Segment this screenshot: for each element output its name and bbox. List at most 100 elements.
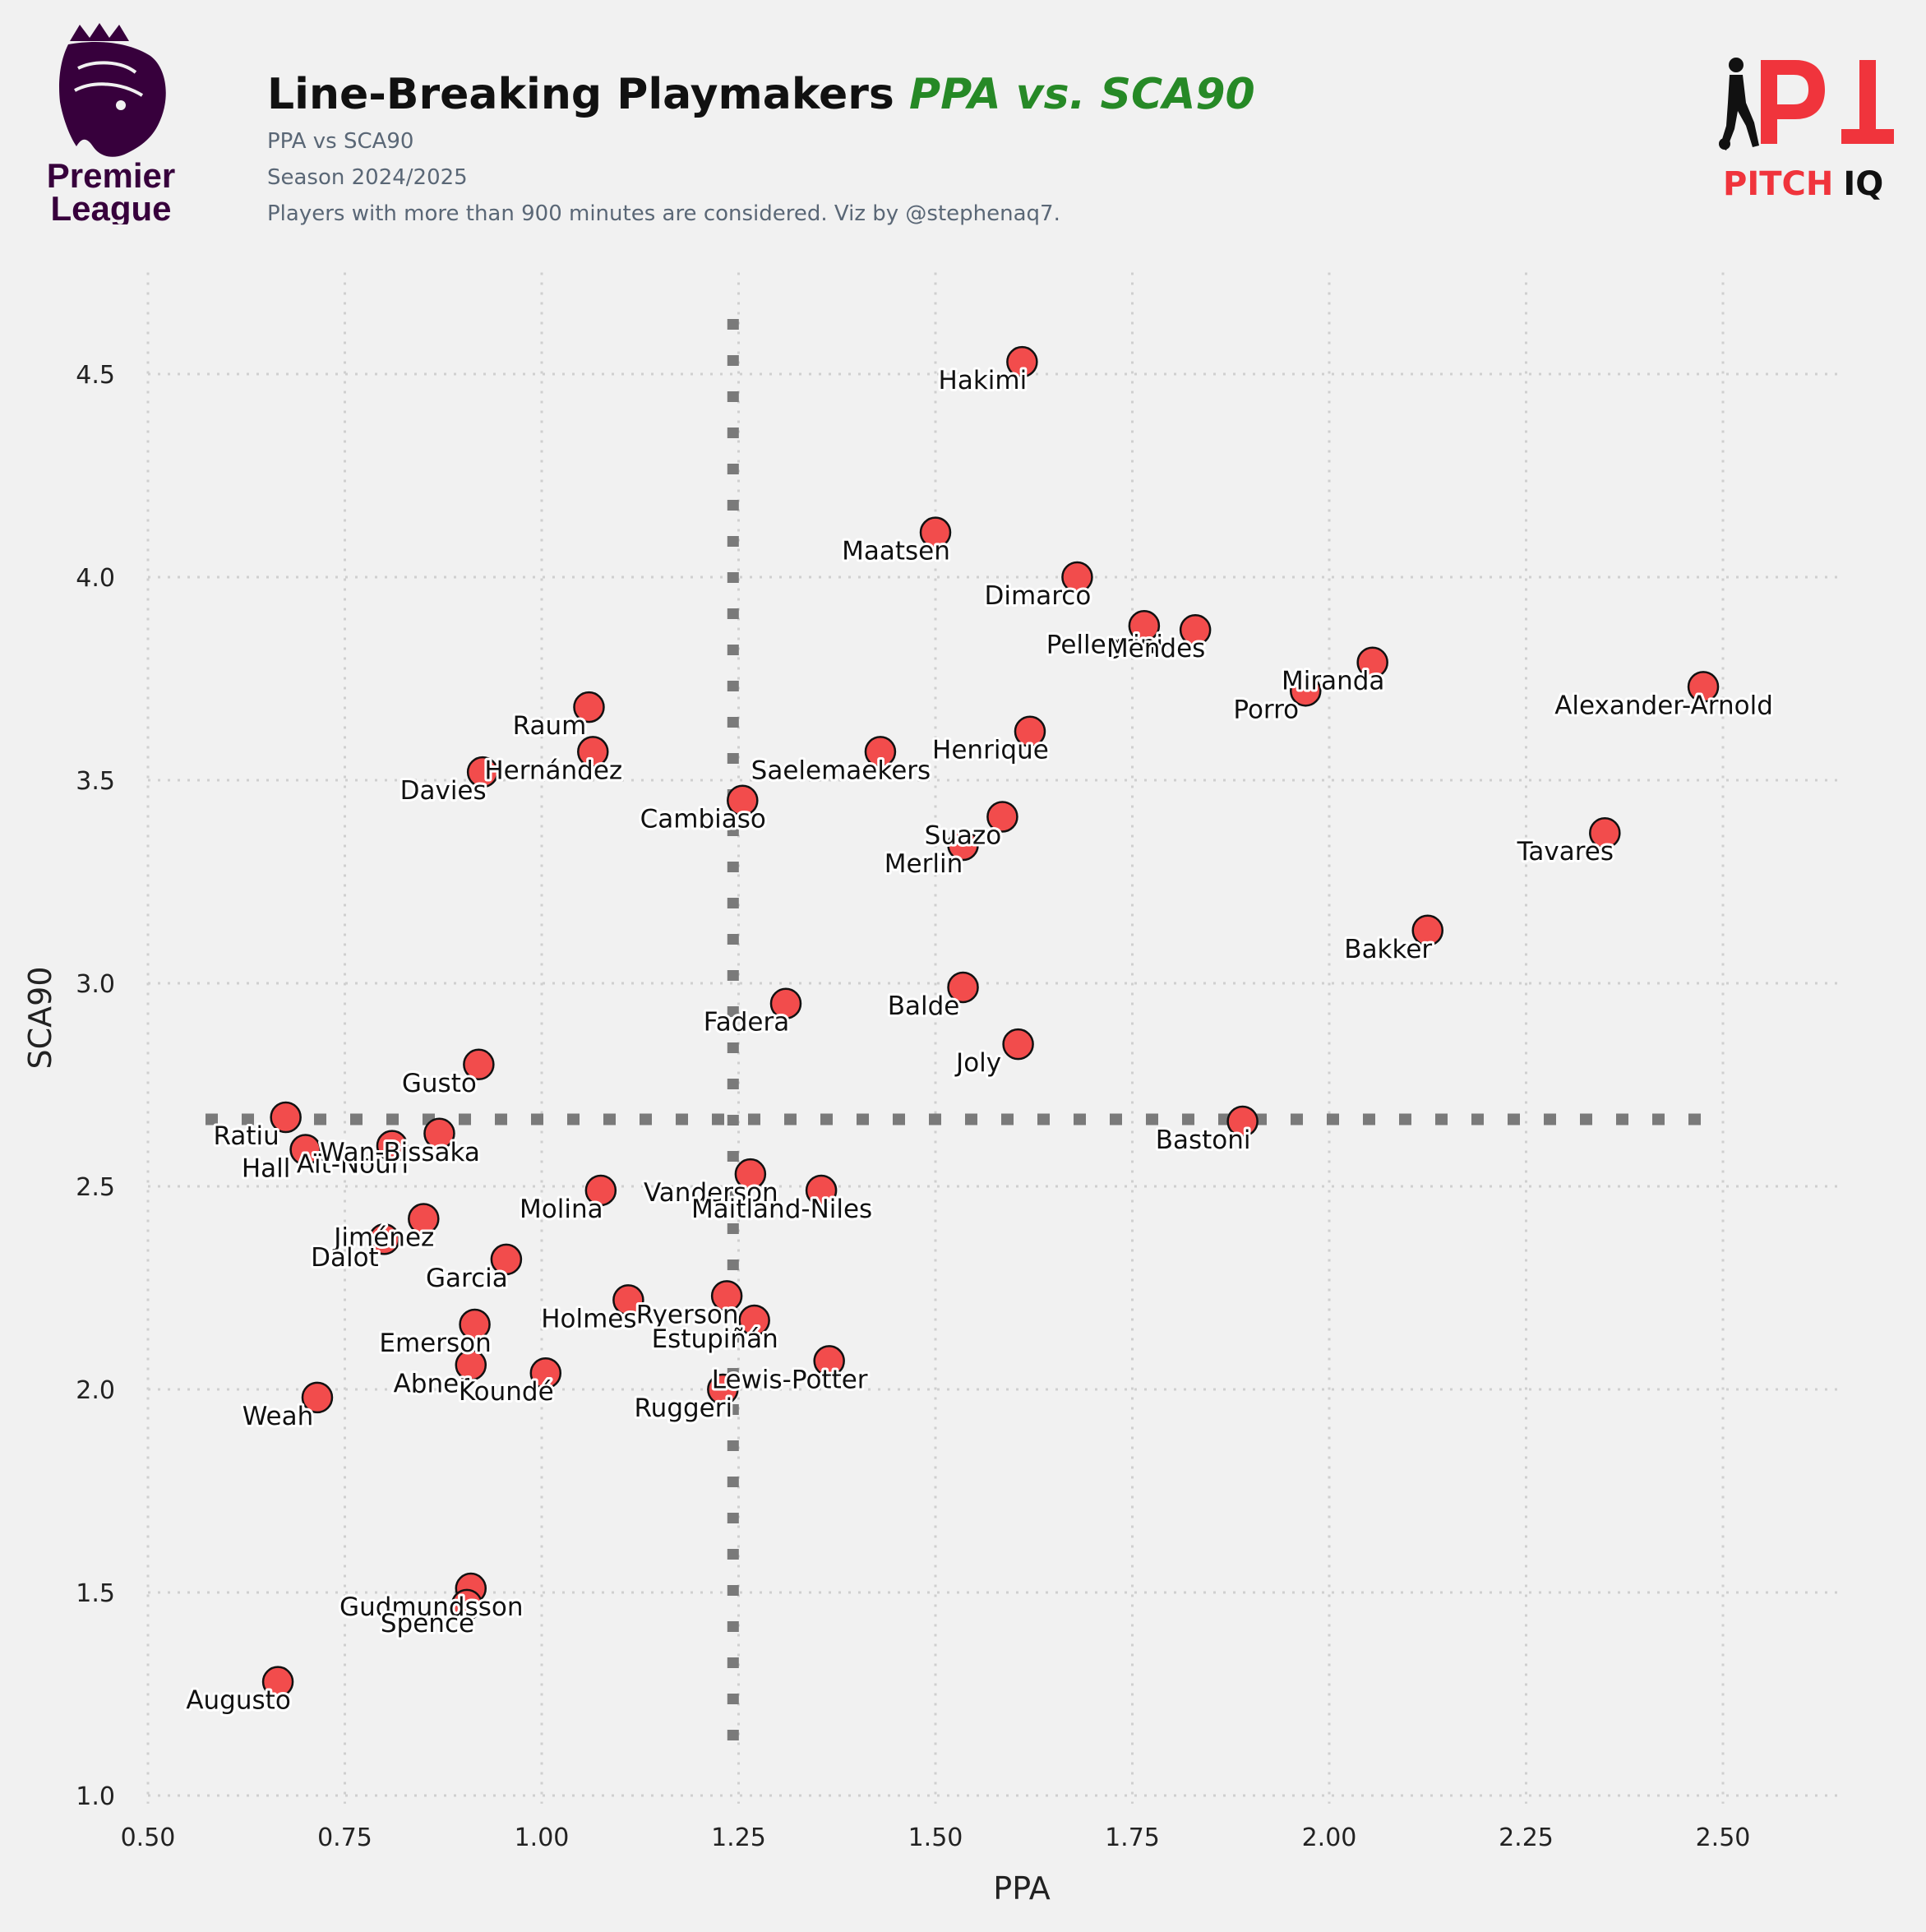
data-point — [463, 1048, 495, 1081]
point-label: Ruggeri — [635, 1394, 733, 1423]
data-point — [455, 1349, 487, 1381]
grid-lines — [146, 272, 1841, 1804]
point-label: Maitland-Niles — [691, 1195, 872, 1224]
y-tick-label: 2.0 — [76, 1376, 115, 1405]
data-point — [734, 1158, 767, 1190]
subtitle-note: Players with more than 900 minutes are c… — [267, 201, 1060, 226]
point-label: Cambiaso — [640, 805, 766, 834]
point-label: Koundé — [459, 1377, 554, 1407]
x-tick-label: 2.25 — [1499, 1823, 1554, 1852]
pitchiq-logo: PITCH IQ — [1718, 53, 1907, 206]
x-tick-label: 2.00 — [1302, 1823, 1357, 1852]
point-label: Maatsen — [842, 537, 950, 566]
data-point — [612, 1284, 644, 1316]
point-label: Fadera — [704, 1008, 789, 1038]
x-tick-label: 1.25 — [711, 1823, 766, 1852]
data-point — [864, 736, 897, 768]
point-label: Bastoni — [1156, 1125, 1251, 1155]
y-tick-label: 4.5 — [76, 361, 115, 390]
data-point — [408, 1203, 440, 1235]
data-point — [1290, 675, 1322, 707]
data-point — [270, 1101, 302, 1134]
point-label: Spence — [381, 1609, 474, 1639]
point-label: Lewis-Potter — [712, 1365, 868, 1394]
point-label: Ratiu — [214, 1121, 279, 1151]
player-silhouette-icon — [1719, 58, 1759, 150]
point-label: Joly — [954, 1048, 1001, 1078]
data-point — [1589, 816, 1621, 849]
pitchiq-word2: IQ — [1843, 165, 1883, 203]
data-point — [710, 1280, 743, 1312]
x-tick-label: 1.00 — [515, 1823, 570, 1852]
point-label: Jiménez — [332, 1223, 434, 1253]
point-label: Henrique — [932, 736, 1049, 765]
y-axis-label: SCA90 — [22, 966, 58, 1069]
x-tick-label: 0.75 — [317, 1823, 372, 1852]
point-label: Hakimi — [939, 366, 1028, 395]
point-label: Porro — [1233, 695, 1299, 724]
pl-logo-line1: Premier — [47, 156, 175, 195]
chart-header: Line-Breaking Playmakers PPA vs. SCA90 P… — [267, 70, 1255, 228]
data-point — [490, 1243, 523, 1276]
data-points — [261, 345, 1720, 1698]
data-point — [1226, 1105, 1259, 1138]
data-point — [459, 1308, 491, 1341]
data-point — [1179, 613, 1212, 646]
point-label: Abner — [394, 1369, 470, 1398]
data-point — [727, 784, 759, 816]
data-point — [573, 691, 605, 723]
data-point — [805, 1174, 838, 1207]
data-point — [986, 801, 1018, 833]
data-point — [738, 1304, 770, 1337]
chart-title: Line-Breaking Playmakers PPA vs. SCA90 — [267, 70, 1255, 119]
data-point — [1006, 345, 1038, 378]
point-label: Tavares — [1517, 837, 1614, 867]
pl-logo-line2: League — [50, 189, 171, 224]
point-label: Gusto — [402, 1069, 477, 1098]
x-tick-label: 0.50 — [121, 1823, 176, 1852]
point-label: Mendes — [1106, 634, 1205, 663]
point-label: Davies — [400, 776, 487, 806]
point-label: Hall — [242, 1154, 291, 1184]
point-label: Balde — [888, 991, 960, 1021]
reference-lines — [206, 319, 1714, 1747]
point-label: Saelemaekers — [751, 756, 931, 785]
premier-league-logo: Premier League — [45, 23, 177, 228]
data-point — [919, 516, 952, 548]
point-label: Hernández — [484, 756, 622, 785]
data-point — [947, 829, 979, 862]
data-point — [376, 1130, 409, 1162]
data-point — [1061, 561, 1093, 594]
data-point — [450, 1588, 483, 1621]
title-accent: PPA vs. SCA90 — [908, 70, 1255, 119]
lion-crest-icon — [59, 23, 166, 157]
point-label: Suazo — [925, 820, 1002, 850]
point-label: Estupiñán — [652, 1324, 778, 1354]
data-point — [466, 756, 499, 788]
pitchiq-word1: PITCH — [1723, 165, 1833, 203]
data-point — [1687, 671, 1720, 703]
point-label: Pellegrini — [1046, 630, 1163, 659]
y-tick-label: 3.0 — [76, 970, 115, 999]
point-label: Weah — [242, 1402, 314, 1431]
data-point — [301, 1381, 334, 1414]
x-tick-label: 2.50 — [1696, 1823, 1751, 1852]
y-tick-label: 3.5 — [76, 767, 115, 796]
point-label: Dimarco — [985, 581, 1092, 611]
point-label: Augusto — [186, 1686, 290, 1716]
data-point — [1014, 715, 1046, 747]
title-main: Line-Breaking Playmakers — [267, 70, 894, 119]
data-point — [423, 1117, 455, 1150]
data-point — [1002, 1028, 1034, 1061]
point-label: Holmes — [541, 1304, 636, 1333]
point-label: Garcia — [426, 1264, 508, 1293]
axis-ticks: 0.50 0.75 1.00 1.25 1.50 1.75 2.00 2.25 2.50 1.0 1… — [76, 361, 1750, 1852]
data-point — [577, 736, 609, 768]
data-point — [368, 1223, 400, 1255]
x-axis-label: PPA — [993, 1870, 1050, 1907]
data-point — [289, 1134, 321, 1166]
point-label: Wan-Bissaka — [320, 1138, 480, 1167]
data-point — [584, 1174, 617, 1207]
point-label: Emerson — [379, 1329, 491, 1358]
